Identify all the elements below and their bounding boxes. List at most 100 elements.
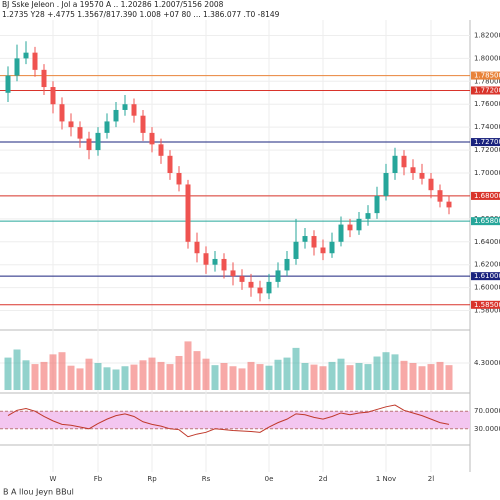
candle-body [347, 224, 353, 231]
candle-body [419, 173, 425, 179]
candle-body [338, 224, 344, 242]
volume-bar [346, 365, 354, 390]
candle-body [203, 253, 209, 265]
volume-bar [139, 360, 147, 390]
y-tick-label: 1.72000 [474, 146, 500, 154]
candle-body [356, 218, 362, 231]
volume-bar [67, 365, 75, 390]
y-tick-label: 1.58000 [474, 307, 500, 315]
footer: B A llou Jeyn BBul [3, 488, 74, 497]
level-label: 1.61000 [474, 272, 500, 280]
volume-bar [418, 366, 426, 390]
volume-bar [40, 361, 48, 390]
volume-bar [211, 365, 219, 390]
volume-bar [157, 361, 165, 390]
candle-body [140, 115, 146, 133]
candle-body [77, 127, 83, 139]
y-tick-label: 1.82000 [474, 31, 500, 39]
header-line: BJ Sske Jeleon . Jol a 19570 A .. 1.2028… [2, 0, 224, 9]
volume-bar [49, 354, 57, 390]
candle-body [365, 213, 371, 219]
volume-bar [319, 366, 327, 390]
candle-body [275, 270, 281, 282]
volume-bar [409, 363, 417, 390]
volume-bar [112, 369, 120, 390]
candle-body [248, 281, 254, 288]
x-tick-label: Fb [94, 475, 103, 483]
volume-bar [31, 364, 39, 390]
volume-bar [265, 365, 273, 390]
volume-bar [130, 364, 138, 390]
candle-body [401, 155, 407, 168]
x-tick-label: Rs [202, 475, 211, 483]
volume-bar [13, 349, 21, 390]
level-tag [471, 217, 500, 226]
y-tick-label: 1.64000 [474, 238, 500, 246]
y-tick-label: 4.30000 [474, 359, 500, 367]
candle-body [50, 87, 56, 105]
volume-bar [76, 368, 84, 390]
y-tick-label: 1.60000 [474, 284, 500, 292]
level-label: 1.78500 [474, 72, 500, 80]
volume-bar [229, 366, 237, 390]
level-label: 1.72700 [474, 138, 500, 146]
candle-body [437, 190, 443, 202]
candle-body [149, 132, 155, 145]
volume-bar [247, 361, 255, 390]
volume-bar [103, 367, 111, 390]
volume-bar [193, 351, 201, 390]
volume-bar [391, 354, 399, 390]
volume-bar [121, 366, 129, 390]
candle-body [14, 58, 20, 76]
level-tag [471, 300, 500, 309]
volume-bar [58, 352, 66, 390]
y-tick-label: 1.70000 [474, 169, 500, 177]
candle-body [383, 173, 389, 196]
candle-body [131, 104, 137, 116]
volume-bar [184, 341, 192, 390]
y-tick-label: 1.80000 [474, 54, 500, 62]
candle-body [320, 247, 326, 254]
candle-body [167, 155, 173, 173]
candle-body [95, 132, 101, 151]
volume-bar [292, 347, 300, 390]
candle-body [86, 138, 92, 151]
volume-bar [373, 356, 381, 390]
volume-bar [427, 364, 435, 390]
oscillator-band [0, 411, 470, 429]
y-tick-label: 30.0000 [474, 425, 500, 433]
candle-body [329, 241, 335, 254]
volume-bar [283, 357, 291, 390]
candle-body [194, 241, 200, 254]
oscillator-line [7, 404, 450, 438]
level-label: 1.65800 [474, 217, 500, 225]
volume-bar [400, 360, 408, 390]
volume-bar [337, 358, 345, 390]
candle-body [302, 236, 308, 242]
volume-bar [85, 358, 93, 390]
candle-body [41, 69, 47, 88]
volume-bar [256, 364, 264, 390]
candle-body [32, 52, 38, 70]
x-tick-label: 2d [319, 475, 328, 483]
candle-body [392, 155, 398, 173]
candle-body [293, 241, 299, 259]
candle-body [176, 173, 182, 185]
y-tick-label: 1.78000 [474, 77, 500, 85]
volume-bar [436, 361, 444, 390]
volume-bar [328, 361, 336, 390]
candle-body [158, 144, 164, 156]
candle-body [212, 258, 218, 265]
header-line: 1.2735 Y28 +.4775 1.3567/817.390 1.008 +… [2, 10, 280, 19]
level-label: 1.58500 [474, 301, 500, 309]
volume-bar [4, 357, 12, 390]
level-label: 1.77200 [474, 86, 500, 94]
x-tick-label: 1 Nov [376, 475, 396, 483]
level-tag [471, 86, 500, 95]
candle-body [230, 270, 236, 277]
candle-body [266, 281, 272, 294]
x-tick-label: 2l [428, 475, 434, 483]
candle-body [257, 287, 263, 294]
volume-bar [202, 358, 210, 390]
